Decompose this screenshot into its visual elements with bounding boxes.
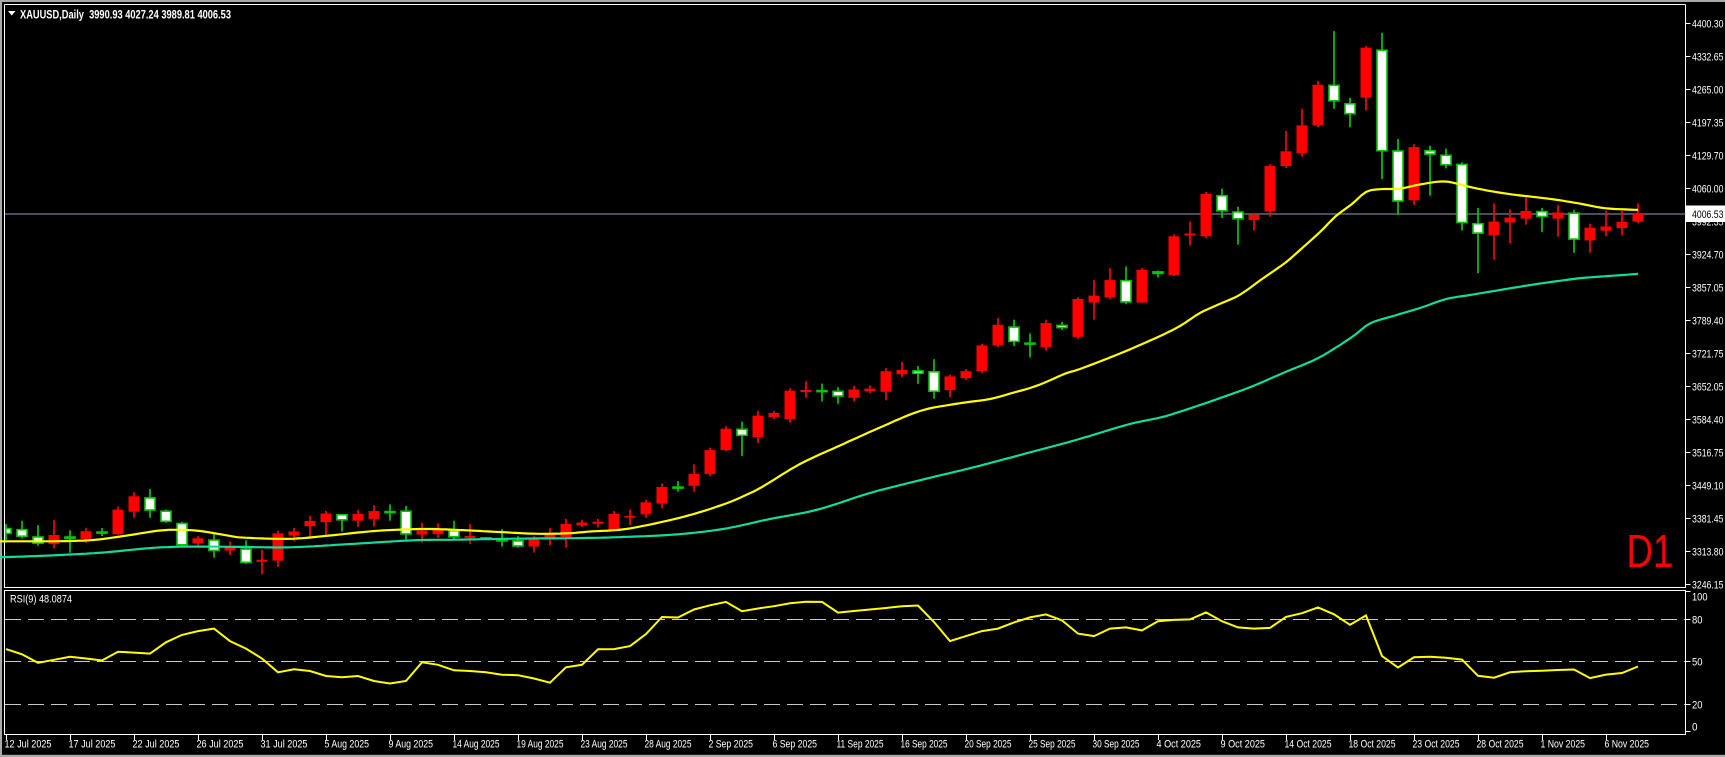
svg-text:23 Oct 2025: 23 Oct 2025 — [1413, 739, 1460, 751]
svg-text:6 Nov 2025: 6 Nov 2025 — [1605, 739, 1650, 751]
svg-text:20: 20 — [1692, 700, 1703, 712]
svg-text:3857.05: 3857.05 — [1692, 283, 1724, 295]
svg-text:3381.45: 3381.45 — [1692, 514, 1724, 526]
svg-text:4332.65: 4332.65 — [1692, 52, 1724, 64]
svg-text:XAUUSD,Daily 3990.93 4027.24: XAUUSD,Daily 3990.93 4027.24 3989.81 400… — [20, 8, 231, 22]
svg-text:3584.40: 3584.40 — [1692, 415, 1724, 427]
svg-text:20 Sep 2025: 20 Sep 2025 — [965, 739, 1012, 751]
svg-text:RSI(9) 48.0874: RSI(9) 48.0874 — [10, 594, 72, 606]
svg-text:28 Aug 2025: 28 Aug 2025 — [645, 739, 692, 751]
svg-text:3721.75: 3721.75 — [1692, 349, 1724, 361]
svg-text:12 Jul 2025: 12 Jul 2025 — [5, 739, 52, 751]
svg-text:22 Jul 2025: 22 Jul 2025 — [133, 739, 180, 751]
svg-text:25 Sep 2025: 25 Sep 2025 — [1029, 739, 1076, 751]
svg-text:18 Oct 2025: 18 Oct 2025 — [1349, 739, 1396, 751]
svg-text:50: 50 — [1692, 657, 1703, 669]
svg-text:6 Sep 2025: 6 Sep 2025 — [773, 739, 818, 751]
svg-text:26 Jul 2025: 26 Jul 2025 — [197, 739, 244, 751]
svg-text:0: 0 — [1692, 722, 1698, 734]
svg-text:4129.70: 4129.70 — [1692, 151, 1724, 163]
svg-text:1 Nov 2025: 1 Nov 2025 — [1541, 739, 1586, 751]
svg-text:3652.05: 3652.05 — [1692, 382, 1724, 394]
svg-text:5 Aug 2025: 5 Aug 2025 — [325, 739, 370, 751]
svg-text:3246.15: 3246.15 — [1692, 580, 1724, 592]
svg-text:4060.00: 4060.00 — [1692, 184, 1724, 196]
svg-text:3924.70: 3924.70 — [1692, 250, 1724, 262]
svg-text:3789.40: 3789.40 — [1692, 316, 1724, 328]
svg-text:31 Jul 2025: 31 Jul 2025 — [261, 739, 308, 751]
svg-text:D1: D1 — [1627, 525, 1674, 577]
svg-text:4006.53: 4006.53 — [1692, 209, 1724, 221]
svg-text:4265.00: 4265.00 — [1692, 85, 1724, 97]
svg-text:17 Jul 2025: 17 Jul 2025 — [69, 739, 116, 751]
svg-text:14 Oct 2025: 14 Oct 2025 — [1285, 739, 1332, 751]
svg-text:9 Oct 2025: 9 Oct 2025 — [1221, 739, 1266, 751]
svg-text:9 Aug 2025: 9 Aug 2025 — [389, 739, 434, 751]
svg-text:23 Aug 2025: 23 Aug 2025 — [581, 739, 628, 751]
svg-text:11 Sep 2025: 11 Sep 2025 — [837, 739, 884, 751]
svg-text:3449.10: 3449.10 — [1692, 481, 1724, 493]
svg-text:4197.35: 4197.35 — [1692, 118, 1724, 130]
svg-text:3313.80: 3313.80 — [1692, 547, 1724, 559]
svg-text:16 Sep 2025: 16 Sep 2025 — [901, 739, 948, 751]
svg-text:4 Oct 2025: 4 Oct 2025 — [1157, 739, 1202, 751]
svg-text:80: 80 — [1692, 615, 1703, 627]
svg-text:3516.75: 3516.75 — [1692, 448, 1724, 460]
svg-text:100: 100 — [1692, 592, 1708, 604]
svg-text:19 Aug 2025: 19 Aug 2025 — [517, 739, 564, 751]
svg-text:4400.30: 4400.30 — [1692, 19, 1724, 31]
svg-text:14 Aug 2025: 14 Aug 2025 — [453, 739, 500, 751]
svg-text:2 Sep 2025: 2 Sep 2025 — [709, 739, 754, 751]
svg-text:30 Sep 2025: 30 Sep 2025 — [1093, 739, 1140, 751]
svg-text:28 Oct 2025: 28 Oct 2025 — [1477, 739, 1524, 751]
